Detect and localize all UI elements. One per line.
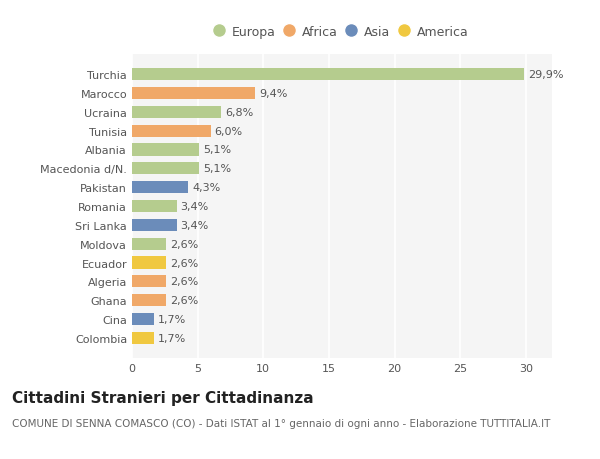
Bar <box>132 125 211 137</box>
Bar <box>132 238 166 250</box>
Legend: Europa, Africa, Asia, America: Europa, Africa, Asia, America <box>212 22 472 42</box>
Text: 1,7%: 1,7% <box>158 333 187 343</box>
Text: COMUNE DI SENNA COMASCO (CO) - Dati ISTAT al 1° gennaio di ogni anno - Elaborazi: COMUNE DI SENNA COMASCO (CO) - Dati ISTA… <box>12 418 550 428</box>
Bar <box>132 219 176 231</box>
Bar <box>132 106 221 119</box>
Bar <box>132 276 166 288</box>
Text: 3,4%: 3,4% <box>181 220 209 230</box>
Bar <box>132 163 199 175</box>
Bar <box>132 69 524 81</box>
Bar <box>132 294 166 307</box>
Bar <box>132 88 256 100</box>
Text: 6,8%: 6,8% <box>225 107 253 118</box>
Bar <box>132 201 176 213</box>
Bar <box>132 144 199 156</box>
Text: 5,1%: 5,1% <box>203 164 231 174</box>
Text: 2,6%: 2,6% <box>170 277 199 287</box>
Text: 5,1%: 5,1% <box>203 145 231 155</box>
Text: 2,6%: 2,6% <box>170 296 199 306</box>
Bar <box>132 182 188 194</box>
Bar <box>132 332 154 344</box>
Text: 4,3%: 4,3% <box>193 183 221 193</box>
Text: 3,4%: 3,4% <box>181 202 209 212</box>
Text: 2,6%: 2,6% <box>170 258 199 268</box>
Text: Cittadini Stranieri per Cittadinanza: Cittadini Stranieri per Cittadinanza <box>12 390 314 405</box>
Text: 6,0%: 6,0% <box>215 126 243 136</box>
Text: 9,4%: 9,4% <box>259 89 287 99</box>
Bar <box>132 257 166 269</box>
Text: 29,9%: 29,9% <box>529 70 564 80</box>
Bar <box>132 313 154 325</box>
Text: 1,7%: 1,7% <box>158 314 187 325</box>
Text: 2,6%: 2,6% <box>170 239 199 249</box>
